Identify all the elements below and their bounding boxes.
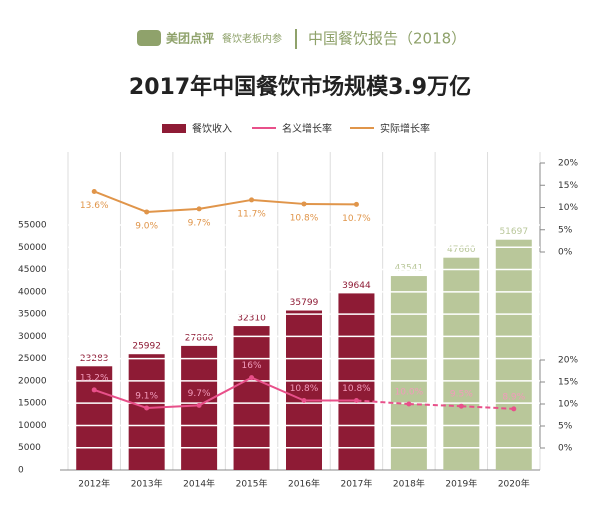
line-point [92,189,97,194]
bar [391,276,427,470]
line-value-label: 9.7% [188,389,211,399]
y2-tick-label: 0% [558,444,573,454]
legend-swatch [162,124,186,133]
bar [129,354,165,470]
line-point [511,406,516,411]
line-value-label: 16% [242,361,262,371]
legend-label: 餐饮收入 [192,122,232,135]
line-point [354,202,359,207]
bar [443,258,479,470]
y-tick-label: 20000 [18,376,47,386]
line-value-label: 10.8% [342,384,371,394]
y2-tick-label: 15% [558,378,578,388]
logo: 美团点评 [166,31,214,46]
y-tick-label: 5000 [18,443,41,453]
x-tick-label: 2013年 [131,478,163,490]
x-tick-label: 2016年 [288,478,320,490]
bar [496,240,532,470]
y2-tick-label: 5% [558,225,573,235]
y-tick-label: 40000 [18,287,47,297]
line-value-label: 9.1% [135,391,158,401]
bar-value-label: 51697 [499,227,528,237]
line-point [406,402,411,407]
y-tick-label: 10000 [18,421,47,431]
x-tick-label: 2014年 [183,478,215,490]
line-point [144,405,149,410]
y-tick-label: 55000 [18,221,47,231]
line-point [302,398,307,403]
y2-tick-label: 10% [558,203,578,213]
y-tick-label: 15000 [18,399,47,409]
x-tick-label: 2018年 [393,478,425,490]
chart-title: 2017年中国餐饮市场规模3.9万亿 [129,74,471,100]
y2-tick-label: 10% [558,400,578,410]
bar-value-label: 25992 [132,342,161,352]
bar [338,293,374,470]
y-tick-label: 25000 [18,354,47,364]
line-value-label: 13.6% [80,201,109,211]
x-tick-label: 2015年 [236,478,268,490]
line-point [302,201,307,206]
line-point [249,197,254,202]
line-point [354,398,359,403]
bar-value-label: 32310 [237,314,266,324]
line-value-label: 10.7% [342,214,371,224]
x-tick-label: 2012年 [78,478,110,490]
legend-label: 名义增长率 [282,122,332,135]
y2-tick-label: 5% [558,422,573,432]
line-point [144,209,149,214]
line-point [249,375,254,380]
line-value-label: 11.7% [237,209,266,219]
line-value-label: 13.2% [80,373,109,383]
bar-value-label: 35799 [290,298,319,308]
line-point [197,403,202,408]
line-value-label: 9.5% [450,390,473,400]
y-tick-label: 0 [18,466,24,476]
y2-tick-label: 20% [558,356,578,366]
bar-value-label: 39644 [342,281,371,291]
y-tick-label: 30000 [18,332,47,342]
x-tick-label: 2017年 [340,478,372,490]
line-value-label: 8.9% [502,392,525,402]
line-value-label: 10.0% [395,388,424,398]
sub-brand: 餐饮老板内参 [222,32,282,45]
bar-value-label: 43541 [395,264,424,274]
bar [181,346,217,470]
line-point [197,206,202,211]
bar-value-label: 27860 [185,333,214,343]
report-title: 中国餐饮报告（2018） [308,30,466,48]
y2-tick-label: 0% [558,248,573,258]
line-value-label: 10.8% [290,213,319,223]
y-tick-label: 50000 [18,243,47,253]
y2-tick-label: 20% [558,159,578,169]
y-tick-label: 35000 [18,310,47,320]
y-tick-label: 45000 [18,265,47,275]
x-tick-label: 2020年 [498,478,530,490]
line-point [459,404,464,409]
y2-tick-label: 15% [558,181,578,191]
line-value-label: 10.8% [290,384,319,394]
x-tick-label: 2019年 [445,478,477,490]
line-value-label: 9.7% [188,218,211,228]
line-point [92,387,97,392]
legend-label: 实际增长率 [380,122,430,135]
logo-icon [137,30,161,46]
line-value-label: 9.0% [135,221,158,231]
